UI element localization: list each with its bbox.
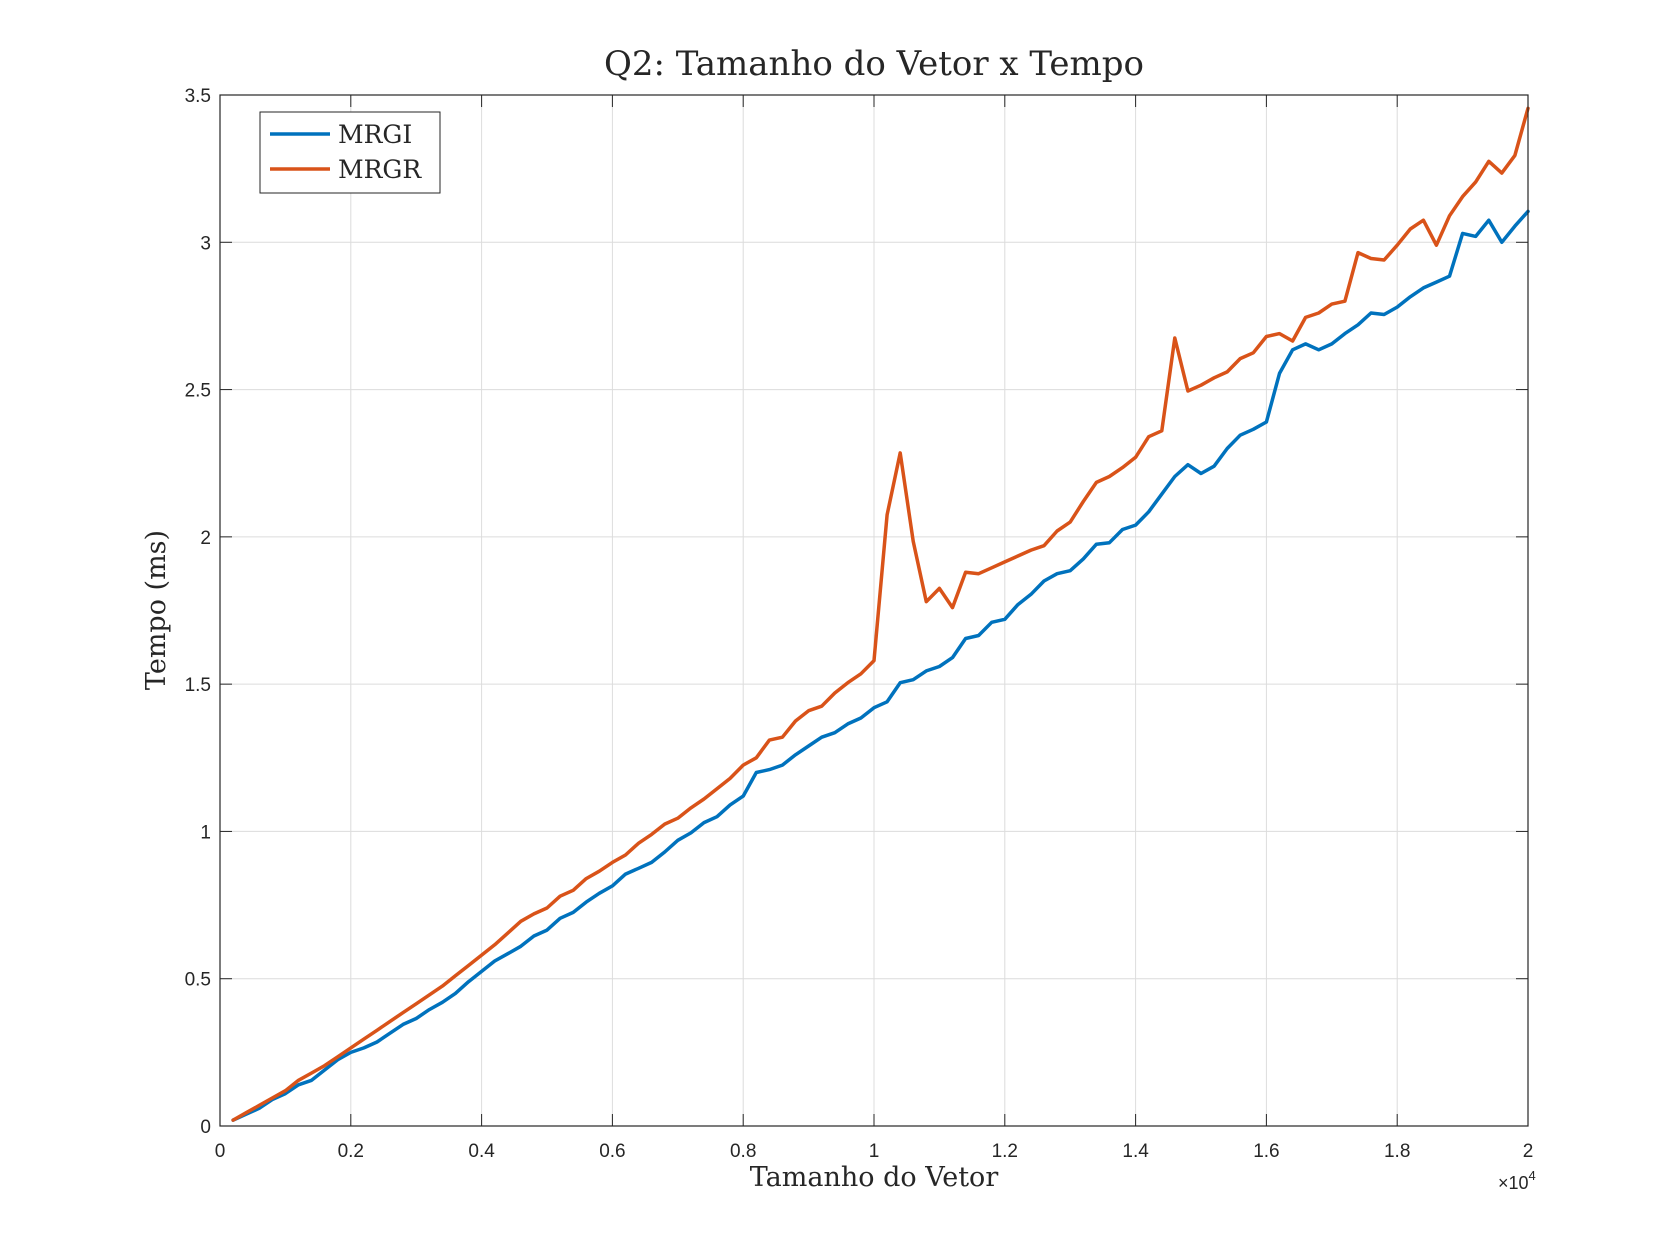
y-tick-label: 1 xyxy=(200,822,211,843)
legend: MRGI MRGR xyxy=(259,111,441,194)
y-tick-label: 3.5 xyxy=(185,86,211,107)
series-line-mrgr xyxy=(231,106,1530,1122)
y-tick-label: 2 xyxy=(200,528,211,549)
x-exponent-label: ×104 xyxy=(1498,1168,1536,1193)
x-tick-label: 1.4 xyxy=(1122,1141,1149,1162)
x-tick-label: 0.2 xyxy=(338,1141,364,1162)
x-tick-label: 0.8 xyxy=(730,1141,756,1162)
x-tick-label: 2 xyxy=(1523,1141,1534,1162)
y-axis-label: Tempo (ms) xyxy=(141,530,172,690)
legend-label-mrgr: MRGR xyxy=(338,155,422,184)
series-line-mrgi xyxy=(231,209,1530,1122)
y-tick-label: 2.5 xyxy=(185,381,211,402)
y-tick-label: 0.5 xyxy=(185,970,211,991)
y-tick-label: 0 xyxy=(200,1117,211,1138)
chart-title: Q2: Tamanho do Vetor x Tempo xyxy=(604,44,1144,84)
series-lines xyxy=(231,106,1530,1122)
x-tick-label: 0 xyxy=(215,1141,226,1162)
x-tick-labels: 0 0.2 0.4 0.6 0.8 1 1.2 1.4 1.6 1.8 2 xyxy=(215,1141,1534,1162)
x-tick-label: 1 xyxy=(869,1141,880,1162)
y-tick-label: 3 xyxy=(200,233,211,254)
legend-label-mrgi: MRGI xyxy=(338,120,412,149)
x-tick-label: 1.2 xyxy=(992,1141,1018,1162)
x-tick-label: 1.8 xyxy=(1384,1141,1410,1162)
x-tick-label: 0.4 xyxy=(468,1141,495,1162)
tick-marks xyxy=(219,94,1529,1127)
x-tick-label: 0.6 xyxy=(599,1141,625,1162)
x-tick-label: 1.6 xyxy=(1253,1141,1279,1162)
x-axis-label: Tamanho do Vetor xyxy=(750,1162,999,1193)
y-tick-label: 1.5 xyxy=(185,675,211,696)
y-tick-labels: 0 0.5 1 1.5 2 2.5 3 3.5 xyxy=(185,86,211,1138)
legend-box xyxy=(259,111,441,194)
